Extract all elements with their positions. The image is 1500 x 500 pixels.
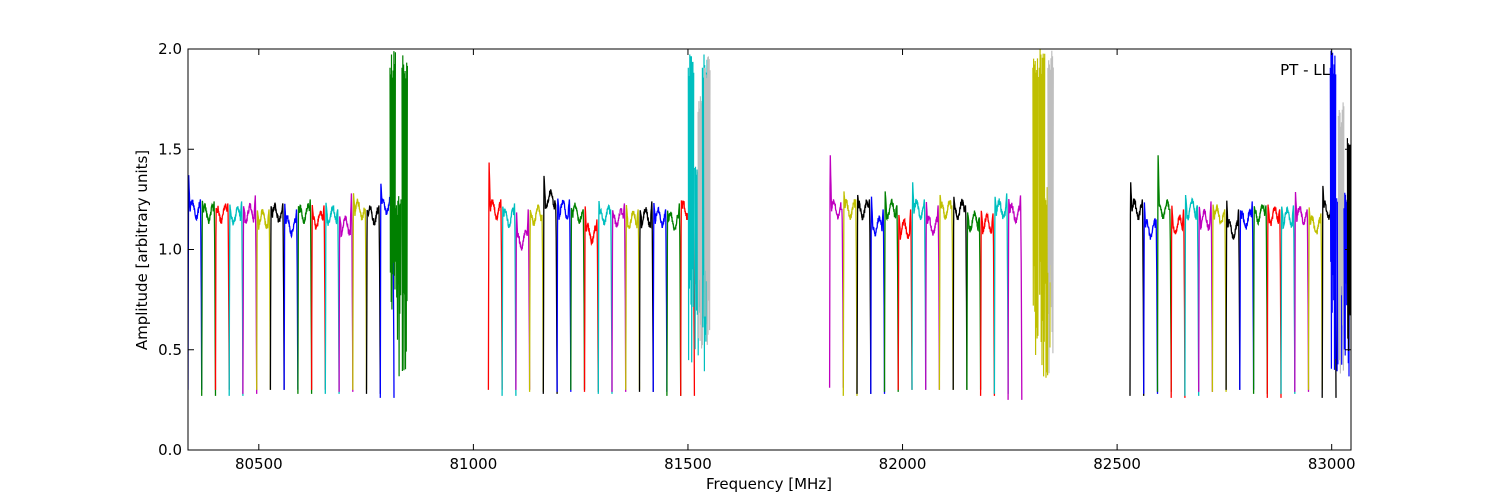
channel-curve-b1-c7 xyxy=(269,201,285,390)
channel-curve-b2-c8 xyxy=(583,206,599,392)
channel-curve-b1-c9 xyxy=(297,199,313,394)
channel-curve-b4-c5 xyxy=(1184,194,1200,396)
edge-spike xyxy=(1329,50,1337,370)
channel-curve-b4-c9 xyxy=(1239,201,1255,390)
channel-curve-b4-c7 xyxy=(1211,204,1227,392)
channel-curve-b4-c11 xyxy=(1266,204,1282,398)
edge-spike xyxy=(1032,58,1039,356)
channel-curve-b1-c6 xyxy=(256,208,272,390)
y-tick-label: 1.0 xyxy=(158,241,182,259)
channel-curve-b1-c5 xyxy=(242,195,258,394)
channel-curve-b1-c3 xyxy=(214,203,230,390)
channel-curve-b3-c14 xyxy=(1007,195,1023,400)
channel-curve-b2-c9 xyxy=(597,200,613,394)
plot-frame xyxy=(187,48,1352,451)
channel-curve-b2-c3 xyxy=(515,209,531,390)
x-axis: 80500 81000 81500 82000 82500 83000 xyxy=(235,49,1356,473)
channel-curve-b3-c13 xyxy=(993,193,1009,394)
y-axis: 0.0 0.5 1.0 1.5 2.0 xyxy=(158,40,1351,459)
channel-curve-b3-c12 xyxy=(979,210,996,396)
channel-curve-b2-c7 xyxy=(570,202,586,390)
channel-curve-b3-c8 xyxy=(925,201,941,390)
edge-spike xyxy=(1038,49,1046,377)
annotation-label: PT - LL xyxy=(1280,61,1331,79)
channel-curve-b4-c12 xyxy=(1280,205,1296,394)
edge-spike xyxy=(395,196,402,377)
channel-curve-b4-c4 xyxy=(1170,205,1186,398)
channel-curve-b4-c1 xyxy=(1129,182,1145,396)
channel-curve-b3-c1 xyxy=(828,155,844,388)
channel-curve-b2-c2 xyxy=(501,203,517,396)
channel-curve-b4-c13 xyxy=(1294,191,1310,392)
channel-curve-b1-c12 xyxy=(338,193,354,392)
channel-curve-b1-c11 xyxy=(324,202,340,394)
channel-curve-b1-c10 xyxy=(310,204,326,390)
series-layer xyxy=(188,49,1351,400)
channel-curve-b4-c6 xyxy=(1198,201,1214,392)
x-tick-label: 82500 xyxy=(1093,455,1141,473)
x-tick-label: 82000 xyxy=(879,455,927,473)
x-axis-label: Frequency [MHz] xyxy=(706,475,832,493)
channel-curve-b2-c10 xyxy=(611,203,627,392)
channel-curve-b2-c12 xyxy=(638,201,654,392)
channel-curve-b4-c10 xyxy=(1252,204,1268,394)
x-tick-label: 83000 xyxy=(1308,455,1356,473)
y-tick-label: 0.0 xyxy=(158,441,182,459)
edge-spike xyxy=(1047,50,1054,374)
edge-spike xyxy=(389,51,396,310)
channel-curve-b3-c9 xyxy=(938,194,954,390)
channel-curve-b2-c13 xyxy=(652,202,668,392)
channel-curve-b1-c4 xyxy=(228,201,244,396)
x-tick-label: 81000 xyxy=(450,455,498,473)
channel-curve-b4-c2 xyxy=(1143,202,1159,394)
edge-spike xyxy=(1337,102,1345,374)
channel-curve-b3-c6 xyxy=(897,209,913,390)
x-tick-label: 81500 xyxy=(664,455,712,473)
channel-curve-b1-c8 xyxy=(283,203,299,390)
channel-curve-b3-c4 xyxy=(870,196,886,394)
channel-curve-b3-c7 xyxy=(911,182,927,390)
channel-curve-b1-c13 xyxy=(352,193,368,390)
channel-curve-b3-c2 xyxy=(842,191,858,396)
channel-curve-b4-c8 xyxy=(1225,200,1241,390)
channel-curve-b3-c5 xyxy=(883,191,899,392)
channel-curve-b2-c5 xyxy=(542,175,558,394)
y-tick-label: 2.0 xyxy=(158,40,182,58)
channel-curve-b1-c2 xyxy=(201,200,217,396)
channel-curve-b2-c14 xyxy=(666,203,682,396)
channel-curve-b4-c14 xyxy=(1307,207,1323,390)
channel-curve-b2-c11 xyxy=(625,204,641,390)
channel-curve-b1-c14 xyxy=(365,205,381,394)
y-tick-label: 0.5 xyxy=(158,341,182,359)
edge-spike xyxy=(1346,128,1351,352)
channel-curve-b3-c10 xyxy=(952,196,968,390)
channel-curve-b3-c3 xyxy=(856,194,872,394)
edge-spike xyxy=(401,55,408,372)
channel-curve-b1-c1 xyxy=(188,175,203,390)
channel-curve-b2-c4 xyxy=(528,204,544,392)
edge-spike xyxy=(687,54,695,363)
x-tick-label: 80500 xyxy=(235,455,283,473)
y-tick-label: 1.5 xyxy=(158,140,182,158)
channel-curve-b3-c11 xyxy=(966,210,982,390)
edge-spike xyxy=(703,56,711,345)
channel-curve-b2-c1 xyxy=(487,162,503,390)
channel-curve-b4-c3 xyxy=(1156,155,1172,392)
y-axis-label: Amplitude [arbitrary units] xyxy=(133,150,151,350)
channel-curve-b2-c6 xyxy=(556,198,572,392)
